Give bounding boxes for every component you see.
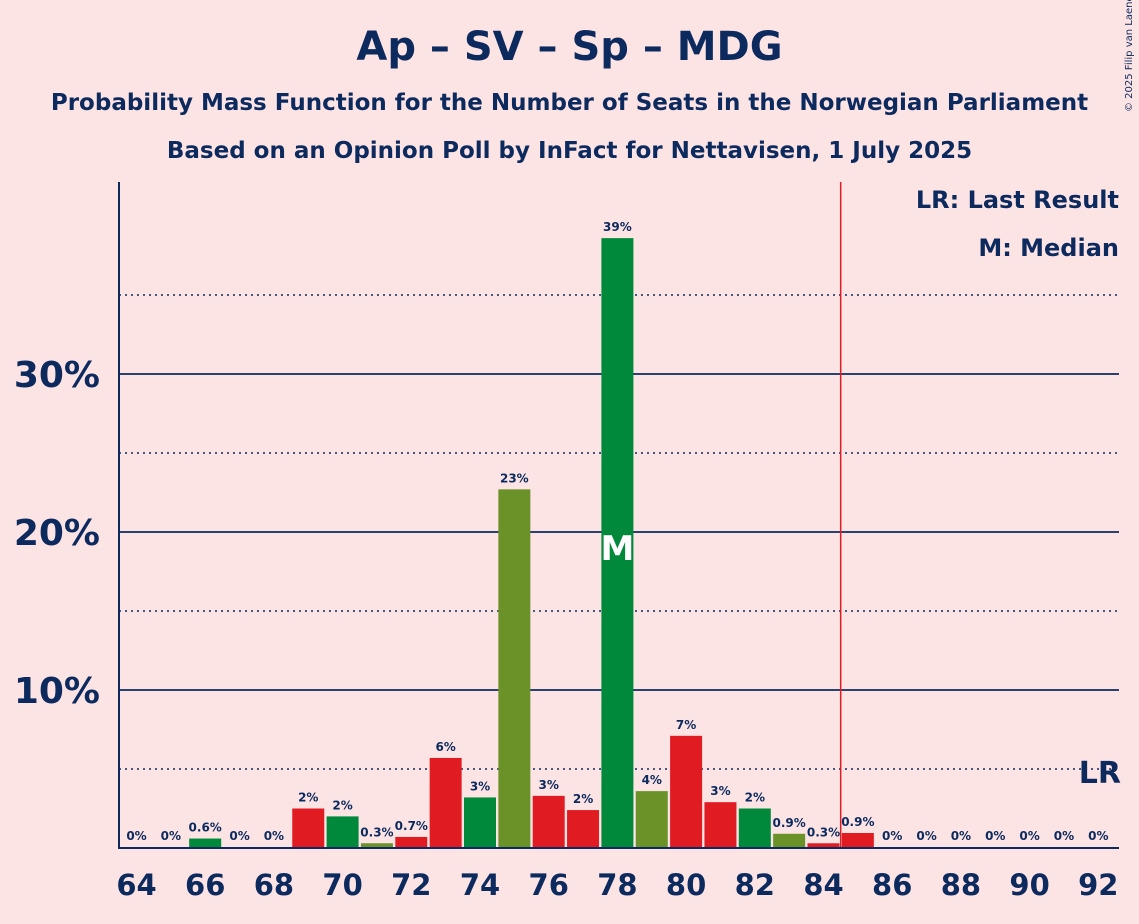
data-label: 0.9% bbox=[841, 815, 874, 829]
data-label: 0% bbox=[1054, 829, 1074, 843]
x-tick-label: 64 bbox=[116, 868, 156, 902]
bar-seat-75 bbox=[498, 489, 531, 848]
x-tick-label: 72 bbox=[391, 868, 431, 902]
bar-seat-84 bbox=[807, 843, 840, 848]
x-tick-label: 84 bbox=[803, 868, 843, 902]
bar-seat-69 bbox=[292, 808, 325, 848]
chart-title: Ap – SV – Sp – MDG bbox=[356, 24, 783, 70]
bars: 0% 0%0.6%0% 0%2%2%0.3% 0.7%6%3%23%3%2%39%4%… bbox=[126, 220, 1108, 848]
data-label: 0% bbox=[1088, 829, 1108, 843]
bar-seat-74 bbox=[464, 797, 496, 848]
data-label: 3% bbox=[539, 778, 559, 792]
bar-seat-79 bbox=[635, 791, 668, 848]
data-label: 0% bbox=[1019, 829, 1039, 843]
data-label: 0% bbox=[882, 829, 902, 843]
x-tick-label: 68 bbox=[254, 868, 294, 902]
x-tick-label: 82 bbox=[735, 868, 775, 902]
axes: 10% 20% 30% LR 64 66 68 70 72 74 76 78 80 82 84 86 88 90 9… bbox=[14, 182, 1121, 902]
data-label: 3% bbox=[470, 779, 490, 793]
data-label: 0.3% bbox=[360, 825, 393, 839]
data-label: 2% bbox=[745, 791, 765, 805]
data-label: 0.3% bbox=[807, 825, 840, 839]
data-label: 0.6% bbox=[189, 821, 222, 835]
legend-median: M: Median bbox=[978, 234, 1119, 262]
data-label: 3% bbox=[710, 784, 730, 798]
last-result-marker: LR bbox=[1079, 756, 1121, 791]
bar-seat-81 bbox=[704, 802, 737, 848]
data-label: 0% bbox=[985, 829, 1005, 843]
x-tick-label: 78 bbox=[597, 868, 637, 902]
data-label: 0.7% bbox=[395, 819, 428, 833]
data-label: 2% bbox=[298, 791, 318, 805]
y-tick-label: 30% bbox=[14, 355, 100, 396]
y-tick-label: 10% bbox=[14, 671, 100, 712]
x-tick-label: 66 bbox=[185, 868, 225, 902]
data-label: 2% bbox=[332, 798, 352, 812]
chart-subtitle-source: Based on an Opinion Poll by InFact for N… bbox=[166, 138, 973, 164]
data-label: 0% bbox=[229, 829, 249, 843]
bar-seat-83 bbox=[773, 833, 806, 848]
bar-seat-70 bbox=[326, 816, 359, 848]
data-label: 0.9% bbox=[773, 816, 806, 830]
data-label: 0% bbox=[161, 829, 181, 843]
chart-subtitle: Probability Mass Function for the Number… bbox=[50, 90, 1089, 116]
x-tick-label: 88 bbox=[941, 868, 981, 902]
data-label: 0% bbox=[916, 829, 936, 843]
bar-seat-77 bbox=[567, 810, 600, 848]
data-label: 7% bbox=[676, 718, 696, 732]
legend-last-result: LR: Last Result bbox=[915, 186, 1119, 214]
bar-seat-85 bbox=[841, 832, 874, 848]
median-marker: M bbox=[600, 529, 634, 569]
data-label: 0% bbox=[264, 829, 284, 843]
bar-seat-73 bbox=[429, 757, 462, 848]
data-label: 6% bbox=[435, 740, 455, 754]
x-tick-label: 76 bbox=[529, 868, 569, 902]
x-tick-label: 86 bbox=[872, 868, 912, 902]
bar-seat-71 bbox=[360, 843, 393, 848]
bar-seat-82 bbox=[738, 808, 771, 848]
data-label: 0% bbox=[126, 829, 146, 843]
x-tick-label: 80 bbox=[666, 868, 706, 902]
data-label: 23% bbox=[500, 471, 529, 485]
bar-seat-78 bbox=[601, 238, 634, 848]
x-tick-label: 90 bbox=[1009, 868, 1049, 902]
bar-seat-76 bbox=[532, 795, 565, 848]
bar-seat-66 bbox=[189, 838, 222, 848]
bar-seat-80 bbox=[670, 735, 703, 848]
bar-seat-72 bbox=[395, 836, 428, 848]
x-tick-label: 92 bbox=[1078, 868, 1118, 902]
data-label: 39% bbox=[603, 220, 632, 234]
data-label: 4% bbox=[642, 773, 662, 787]
data-label: 2% bbox=[573, 792, 593, 806]
x-tick-label: 70 bbox=[322, 868, 362, 902]
data-label: 0% bbox=[951, 829, 971, 843]
x-tick-label: 74 bbox=[460, 868, 500, 902]
y-tick-label: 20% bbox=[14, 513, 100, 554]
